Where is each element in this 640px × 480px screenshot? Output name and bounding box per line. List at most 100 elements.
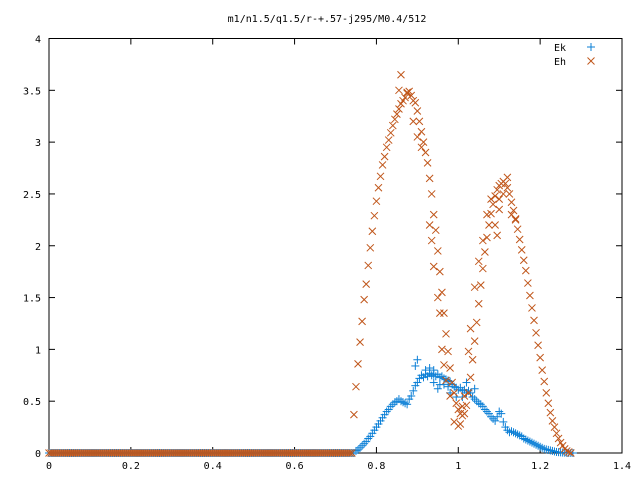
ek-point [542,445,551,454]
ek-point [495,407,504,416]
eh-point [358,317,366,326]
eh-point [478,264,487,273]
eh-point [548,417,557,425]
eh-point [515,235,524,244]
eh-point [489,200,497,209]
eh-point [454,405,463,414]
eh-point [483,233,491,242]
ek-point [546,446,555,455]
y-tick-label: 3 [35,138,41,149]
ek-point [474,399,483,408]
eh-point [345,449,354,457]
eh-point [505,190,514,198]
ek-point [388,400,397,409]
ek-point [427,371,436,380]
x-tick-label: 0.4 [204,461,222,472]
ek-point [497,409,506,418]
eh-point [540,377,549,386]
eh-point [350,410,358,419]
eh-point [491,221,499,229]
eh-point [436,309,444,317]
eh-point [427,236,436,245]
eh-point [501,179,510,188]
eh-point [444,347,452,356]
ek-point [429,366,438,375]
y-tick-label: 0.5 [23,397,41,408]
eh-point [395,105,403,113]
eh-point [534,341,542,350]
eh-point [521,266,530,275]
eh-point [354,360,362,368]
eh-point [440,309,448,317]
eh-point [476,281,485,289]
ek-point [493,412,502,421]
chart-title: m1/n1.5/q1.5/r-+.57-j295/M0.4/512 [228,14,427,25]
series-ek [45,355,577,457]
eh-point [466,373,475,382]
eh-point [448,378,456,387]
eh-point [388,121,397,130]
ek-point [503,426,512,435]
eh-point [483,210,491,219]
eh-point [503,183,512,192]
ek-point [532,440,541,449]
eh-point [442,329,450,338]
eh-point [429,262,438,271]
ek-point [382,407,391,416]
ek-point [462,378,471,387]
eh-point [546,408,555,417]
ek-point [511,429,520,438]
eh-point [478,236,487,245]
ek-point [409,386,418,395]
eh-point [372,197,381,206]
ek-point [464,386,473,395]
ek-point [472,397,481,406]
y-tick-label: 0 [35,449,41,460]
ek-point [499,417,508,426]
eh-point [450,389,459,397]
ek-point [411,361,420,370]
ek-point [396,397,405,406]
eh-point [407,91,416,100]
eh-point [425,174,434,183]
eh-point [411,98,420,107]
eh-point [456,420,465,428]
eh-point [446,364,454,372]
ek-point [360,439,369,448]
eh-point [530,316,538,325]
eh-point [405,87,414,96]
legend-label-ek: Ek [554,43,566,54]
x-axis: 0 0.2 0.4 0.6 0.8 1 1.2 1.4 [46,38,631,472]
x-tick-label: 0.8 [367,461,385,472]
eh-point [395,86,403,95]
ek-point [425,364,434,373]
eh-point [495,205,504,214]
ek-point [470,384,479,393]
eh-point [348,449,356,457]
eh-point [403,88,411,97]
ek-point [433,384,442,393]
ek-point [509,428,518,437]
eh-point [364,261,373,270]
eh-point [562,447,571,455]
eh-point [397,70,405,79]
ek-point [525,437,534,446]
eh-point [517,246,526,254]
ek-point [536,442,545,451]
eh-point [458,402,467,411]
ek-point [435,380,444,389]
ek-point [390,398,399,407]
eh-point [401,93,409,102]
eh-point [513,225,522,234]
eh-point [499,190,508,198]
ek-point [519,434,528,443]
eh-point [423,158,432,167]
ek-point [417,371,426,380]
ek-point [356,443,365,452]
eh-point [436,267,444,276]
ek-point [538,443,547,452]
eh-point [438,288,446,297]
eh-point [433,247,442,255]
series-markers [45,70,577,457]
